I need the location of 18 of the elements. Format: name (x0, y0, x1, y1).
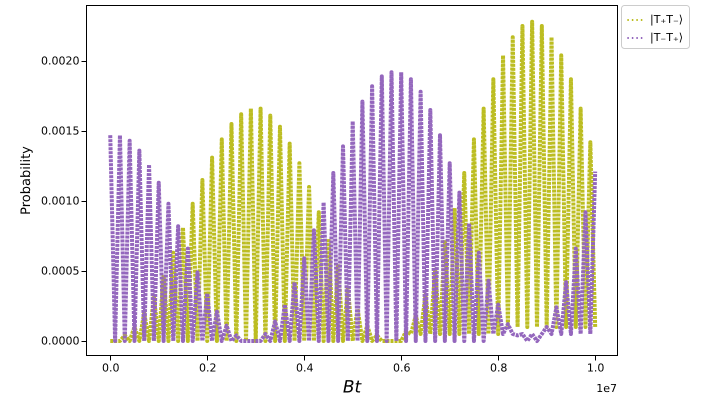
x-tick-label: 0.0 (102, 362, 120, 374)
y-tick-label: 0.0015 (41, 124, 80, 138)
x-tick-label: 1.0 (586, 362, 604, 374)
x-tick-label: 0.6 (392, 362, 410, 374)
y-tick-label: 0.0005 (41, 264, 80, 278)
line-series (108, 70, 598, 343)
line-series (108, 20, 598, 343)
text: 1e7 (596, 382, 617, 395)
x-tick-label: 0.4 (296, 362, 314, 374)
x-tick-label: 0.2 (198, 362, 216, 374)
y-tick-label: 0.0020 (41, 54, 80, 68)
y-tick-label: 0.0000 (41, 334, 80, 348)
legend-label: |T₋T₊⟩ (650, 31, 684, 44)
y-axis-title: Probability (19, 146, 34, 215)
x-tick-label: 0.8 (490, 362, 508, 374)
y-tick-label: 0.0010 (41, 194, 80, 208)
legend-label: |T₊T₋⟩ (650, 13, 684, 26)
x-axis-title: Bt (342, 378, 362, 398)
